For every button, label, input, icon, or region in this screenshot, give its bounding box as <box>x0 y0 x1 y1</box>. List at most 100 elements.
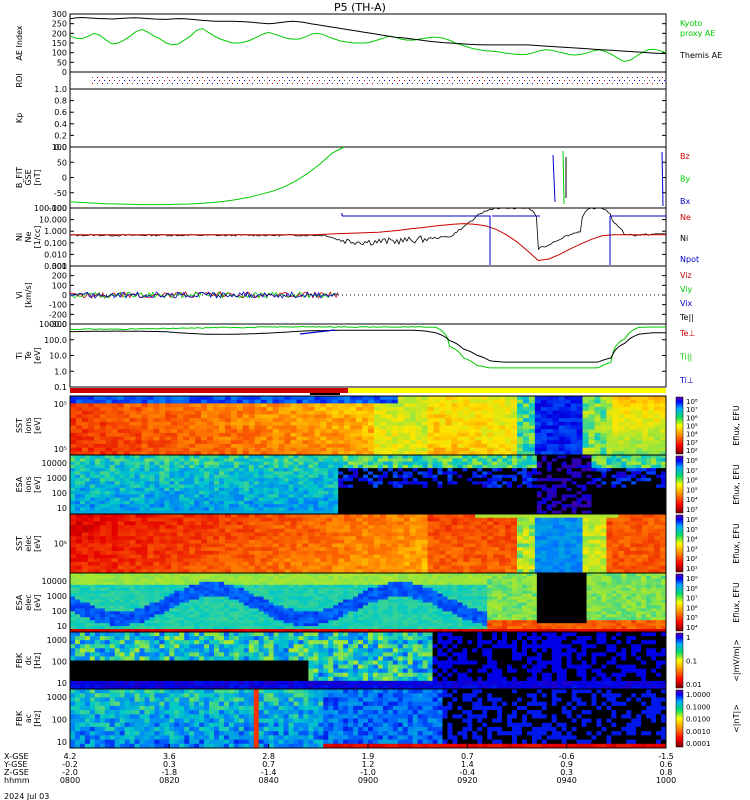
sst_ion-cell <box>636 443 643 449</box>
roi-flag-dot <box>97 83 98 84</box>
sst_elec-cell <box>195 558 202 563</box>
sst_ion-cell <box>260 396 268 401</box>
esa_ion-cell <box>392 494 399 499</box>
roi-flag-dot <box>322 83 323 84</box>
sst_ion-cell <box>451 425 458 430</box>
esa_ion-cell <box>531 464 538 469</box>
kp-tick-label: 0.6 <box>54 108 67 117</box>
roi-flag-dot <box>187 83 188 84</box>
sst_ion-cell <box>183 451 190 456</box>
sst_ion-cell <box>648 440 655 445</box>
esa_ion-cell <box>467 468 473 472</box>
sst_ion-cell <box>487 418 494 423</box>
sst_elec-cell <box>272 554 280 559</box>
sst_elec-cell <box>171 532 178 537</box>
esa_ion-cell <box>243 458 250 463</box>
sst_ion-cell <box>600 443 607 449</box>
sst_ion-cell <box>511 443 518 449</box>
sst_ion-cell <box>296 414 303 419</box>
esa_ion-cell <box>477 491 483 495</box>
sst_ion-cell <box>576 396 584 401</box>
sst_elec-cell <box>105 514 113 519</box>
sst_ion-cell <box>81 443 89 449</box>
esa_ion-cell <box>636 497 642 502</box>
sst_ion-cell <box>213 447 220 452</box>
esa_ion-ylabel: [eV] <box>33 476 42 493</box>
roi-flag-dot <box>112 77 113 78</box>
sst_elec-cell <box>105 561 113 567</box>
esa_ion-cell <box>263 497 270 502</box>
sst_ion-cell <box>224 396 232 401</box>
velocity-legend-entry: Viy <box>680 285 693 294</box>
esa_ion-cell <box>74 484 81 489</box>
esa_ion-cell <box>278 507 285 512</box>
esa_ion-cell <box>139 484 145 489</box>
sst_elec-cell <box>290 561 297 567</box>
sst_ion-cell <box>600 425 607 430</box>
sst_elec-cell <box>129 517 137 522</box>
esa_ion-cell <box>129 468 136 472</box>
sst_ion-cell <box>87 421 95 426</box>
esa_ion-cell <box>199 464 205 469</box>
esa_ion-cell <box>293 458 299 463</box>
esa_ion-cell <box>258 510 265 515</box>
esa_ion-cell <box>551 477 558 482</box>
esa_ion-cell <box>233 464 240 469</box>
sst_ion-cell <box>564 410 572 415</box>
esa_ion-cell <box>343 484 349 489</box>
esa_ion-cell <box>541 461 548 466</box>
sst_elec-cell <box>242 547 250 552</box>
esa_ion-cell <box>566 504 573 508</box>
esa_ion-cell <box>407 461 414 466</box>
sst_elec-cell <box>266 528 274 533</box>
esa_ion-cell <box>358 497 364 502</box>
esa_ion-cell <box>114 458 121 463</box>
sst_ion-cell <box>93 443 101 449</box>
sst_ion-cell <box>415 447 423 452</box>
sst_ion-cell <box>236 407 244 412</box>
esa_ion-cell <box>308 500 314 505</box>
esa_ion-cell <box>308 474 314 479</box>
roi-flag-dot <box>462 77 463 78</box>
sst_elec-cell <box>75 525 83 530</box>
sst_ion-cell <box>582 407 590 412</box>
sst_ion-cell <box>314 421 321 426</box>
sst_elec-cell <box>99 528 107 533</box>
sst_ion-cell <box>397 451 405 456</box>
esa_ion-cell <box>656 500 662 505</box>
sst_ion-cell <box>362 399 369 404</box>
sst_elec-cell <box>314 543 321 548</box>
esa_ion-cell <box>606 500 612 505</box>
esa_ion-cell <box>303 468 309 472</box>
sst_ion-cell <box>540 440 548 445</box>
sst_ion-cell <box>135 436 143 441</box>
sst_ion-cell <box>278 418 286 423</box>
esa_ion-cell <box>457 507 463 512</box>
esa_ion-cell <box>89 497 96 502</box>
sst_ion-cell <box>373 418 381 423</box>
sst_elec-cell <box>99 539 107 544</box>
sst_ion-cell <box>135 443 143 449</box>
sst_ion-cell <box>242 399 250 404</box>
esa_ion-cell <box>174 487 180 492</box>
esa_ion-cell <box>596 497 602 502</box>
esa_ion-cell <box>392 464 399 469</box>
esa_ion-cell <box>462 464 468 469</box>
esa_ion-cell <box>74 464 81 469</box>
sst_ion-cell <box>356 436 363 441</box>
sst_ion-cell <box>368 451 375 456</box>
esa_ion-cell <box>303 500 309 505</box>
sst_ion-cell <box>558 429 566 434</box>
sst_ion-cell <box>260 407 268 412</box>
sst_ion-spectrogram <box>70 396 667 456</box>
sst_ion-cell <box>648 410 655 415</box>
esa_ion-cell <box>472 484 478 489</box>
esa_ion-cell <box>397 468 404 472</box>
sst_elec-cell <box>219 532 226 537</box>
esa_ion-cell <box>134 481 141 485</box>
sst_ion-cell <box>558 418 566 423</box>
sst_elec-cell <box>123 536 131 541</box>
esa_ion-cell <box>517 481 523 485</box>
roi-flag-dot <box>574 80 575 81</box>
esa_ion-cell <box>159 504 165 508</box>
